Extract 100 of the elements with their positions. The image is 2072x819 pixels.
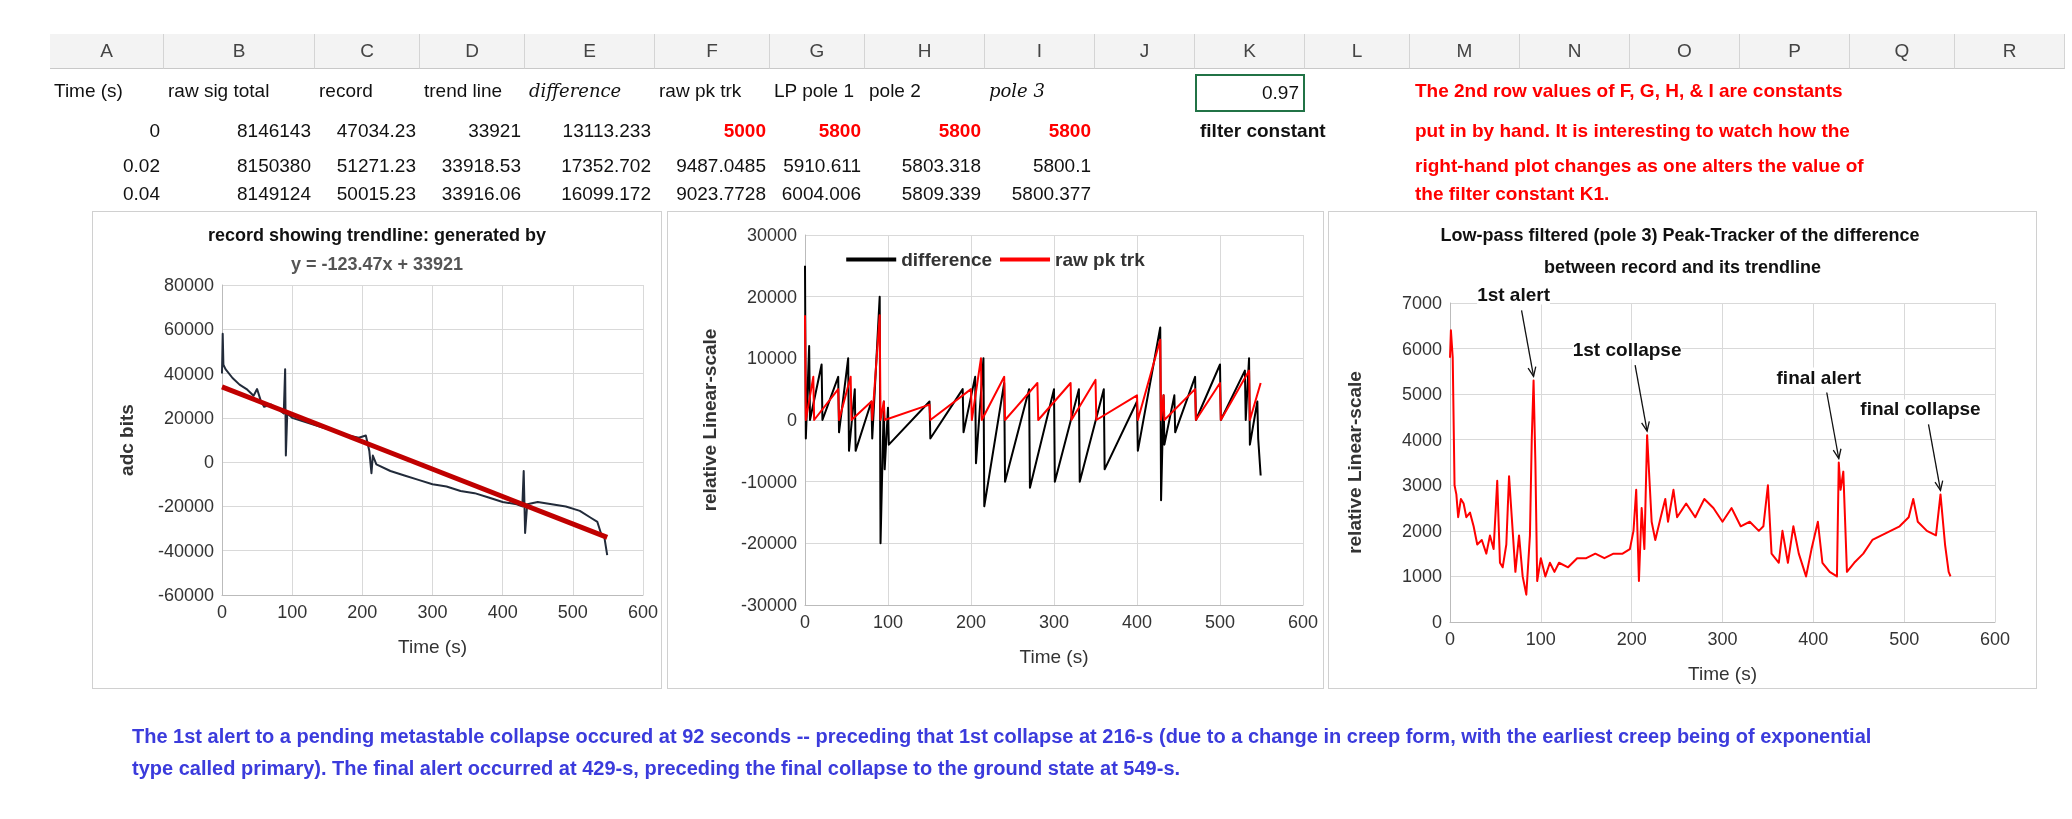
text: pole 3 [989, 79, 1046, 103]
x-tick-label: 500 [1204, 612, 1236, 632]
text: 33921 [467, 119, 521, 143]
y-tick-label: 2000 [1401, 520, 1442, 541]
x-tick-label: 0 [1444, 629, 1456, 649]
y-tick-label: 0 [203, 452, 214, 473]
x-tick-label: 300 [417, 602, 448, 622]
text: 0.97 [1195, 74, 1305, 112]
text: 5809.339 [900, 182, 981, 206]
text: 9023.7728 [675, 182, 766, 206]
y-tick-label: 0 [786, 410, 797, 430]
y-tick-label: 1000 [1401, 566, 1442, 587]
x-tick-label: 0 [216, 602, 228, 622]
text: N [1520, 34, 1630, 69]
legend-label: difference [901, 249, 993, 270]
text: the filter constant K1. [1415, 182, 1610, 206]
text: 5800 [1047, 119, 1091, 143]
text: 33916.06 [440, 182, 521, 206]
x-tick-label: 500 [557, 602, 588, 622]
y-tick-label: 80000 [163, 275, 214, 295]
annotation: 1st alert [1477, 284, 1551, 306]
y-tick-label: -20000 [740, 533, 797, 554]
y-tick-label: 40000 [163, 363, 214, 384]
x-axis-title: Time (s) [1688, 663, 1757, 684]
y-tick-label: 30000 [746, 225, 797, 245]
annotation: final alert [1776, 366, 1862, 388]
x-tick-label: 600 [627, 602, 659, 622]
y-axis-title: adc bits [116, 404, 137, 476]
x-tick-label: 100 [872, 612, 904, 632]
text: 6004.006 [780, 182, 861, 206]
text: LP pole 1 [774, 79, 855, 103]
text: right-hand plot changes as one alters the value of [1415, 154, 1864, 178]
y-axis-title: relative Linear-scale [699, 328, 720, 512]
x-axis-title: Time (s) [398, 636, 467, 657]
x-tick-label: 300 [1707, 629, 1738, 649]
text: K [1195, 34, 1305, 69]
text: A [50, 34, 164, 69]
text: H [865, 34, 985, 69]
x-tick-label: 0 [799, 612, 811, 632]
y-tick-label: 7000 [1401, 293, 1442, 313]
text: record [319, 79, 374, 103]
text: 8150380 [236, 154, 311, 178]
text: raw pk trk [659, 79, 743, 103]
text: difference [529, 79, 623, 103]
y-tick-label: -60000 [157, 585, 214, 605]
text: E [525, 34, 655, 69]
text: 33918.53 [440, 154, 521, 178]
text: 50015.23 [335, 182, 416, 206]
text: D [420, 34, 525, 69]
text: Time (s) [54, 79, 124, 103]
line-series [221, 332, 609, 557]
text: put in by hand. It is interesting to watch how the [1415, 119, 1850, 143]
legend-label: raw pk trk [1055, 249, 1146, 270]
y-tick-label: -30000 [740, 595, 797, 615]
y-tick-label: -10000 [740, 471, 797, 492]
text: G [770, 34, 865, 69]
y-tick-label: -20000 [157, 496, 214, 517]
text: 5800.377 [1010, 182, 1091, 206]
text: J [1095, 34, 1195, 69]
text: 5803.318 [900, 154, 981, 178]
text: 8146143 [236, 119, 311, 143]
y-tick-label: 20000 [746, 286, 797, 307]
text: 16099.172 [560, 182, 651, 206]
text: raw sig total [168, 79, 271, 103]
text: P [1740, 34, 1850, 69]
y-tick-label: 10000 [746, 348, 797, 369]
text: C [315, 34, 420, 69]
x-tick-label: 200 [1616, 629, 1647, 649]
chart-title: record showing trendline: generated by [207, 225, 547, 245]
text: I [985, 34, 1095, 69]
text: M [1410, 34, 1520, 69]
text: The 2nd row values of F, G, H, & I are constants [1415, 79, 1843, 103]
text: Q [1850, 34, 1955, 69]
line-series [804, 314, 1262, 421]
text: The 1st alert to a pending metastable collapse occured at 92 seconds -- preceding that 1st collapse at 216-s (due to a change in creep form, with the earliest creep being of exponential type called primary). The final alert occurred at 429-s, preceding the final collapse to the ground state at 549-s. [132, 724, 1873, 781]
text: 0.04 [122, 182, 160, 206]
chart-subtitle: y = -123.47x + 33921 [290, 254, 464, 274]
text: O [1630, 34, 1740, 69]
text: filter constant [1200, 119, 1326, 143]
text: 5800 [937, 119, 981, 143]
x-tick-label: 200 [347, 602, 378, 622]
y-tick-label: 4000 [1401, 429, 1442, 450]
annotation: 1st collapse [1572, 339, 1682, 361]
x-tick-label: 400 [487, 602, 518, 622]
x-tick-label: 600 [1287, 612, 1319, 632]
text: L [1305, 34, 1410, 69]
text: 13113.233 [561, 119, 651, 143]
text: F [655, 34, 770, 69]
text: pole 2 [869, 79, 922, 103]
y-tick-label: 6000 [1401, 338, 1442, 359]
y-tick-label: 60000 [163, 319, 214, 340]
text: 9487.0485 [675, 154, 766, 178]
text: 0.02 [122, 154, 160, 178]
text: 5000 [722, 119, 766, 143]
chart-title: Low-pass filtered (pole 3) Peak-Tracker of the difference between record and its trendline [1440, 225, 1925, 277]
y-tick-label: -40000 [157, 540, 214, 561]
x-tick-label: 400 [1798, 629, 1829, 649]
text: 5910.611 [782, 154, 861, 178]
text: 51271.23 [335, 154, 416, 178]
text: 8149124 [236, 182, 311, 206]
